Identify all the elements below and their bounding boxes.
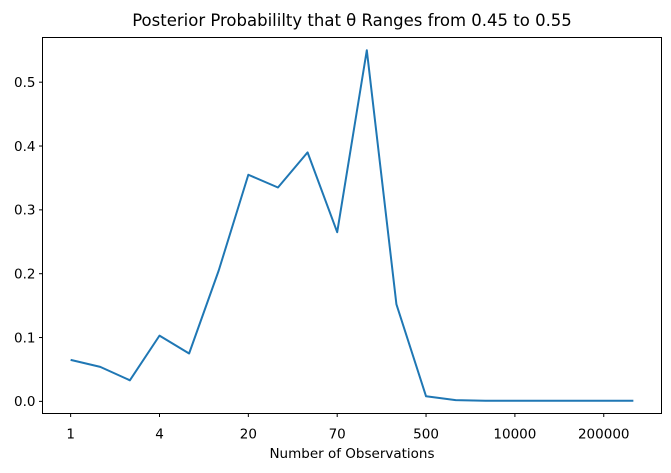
y-tick-label: 0.4 — [14, 139, 35, 155]
x-tick-label: 500 — [413, 427, 439, 443]
x-axis-label: Number of Observations — [269, 446, 435, 462]
y-tick-label: 0.3 — [14, 203, 35, 219]
data-line-posterior-probability — [70, 49, 634, 402]
x-tick-label: 10000 — [493, 427, 536, 443]
x-tick-label: 70 — [329, 427, 346, 443]
y-tick-label: 0.2 — [14, 266, 35, 282]
x-tick-label: 20 — [240, 427, 257, 443]
plot-frame — [42, 37, 662, 414]
x-tick-label: 200000 — [578, 427, 630, 443]
x-tick-label: 1 — [66, 427, 75, 443]
y-tick-label: 0.1 — [14, 330, 35, 346]
y-tick-label: 0.0 — [14, 394, 35, 410]
x-tick-label: 4 — [155, 427, 164, 443]
chart-title: Posterior Probabililty that θ Ranges fro… — [132, 11, 572, 30]
y-tick-label: 0.5 — [14, 75, 35, 91]
